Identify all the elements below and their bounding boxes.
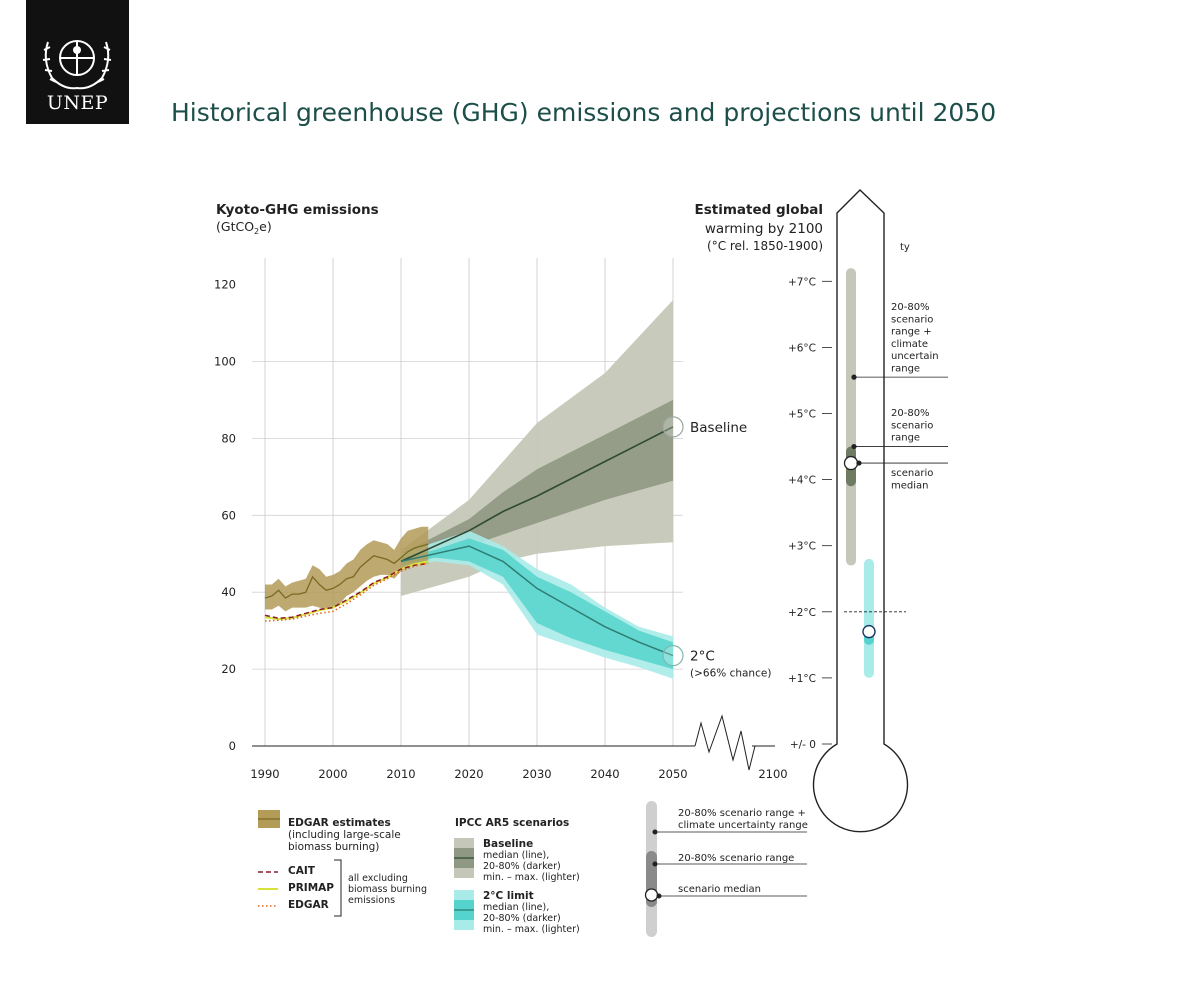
unep-logo: UNEP [26,0,129,124]
x-tick-label: 2040 [590,767,619,781]
edgar-estimates-line [264,543,429,599]
legend-edgar-estimates-line3: biomass burning) [288,841,379,853]
edgar-estimates-band [265,526,429,612]
limit-2080-band [401,538,673,670]
legend-limit-desc-3: min. – max. (lighter) [483,924,580,935]
baseline-median-line [400,426,674,563]
thermo-tick-label: +4°C [788,475,816,487]
x-tick-label: 2100 [758,767,787,781]
x-tick-label: 2010 [386,767,415,781]
end-label: 2°C [690,649,715,665]
end-marker [662,645,684,667]
end-labels: Baseline 2°C (>66% chance) [662,416,771,680]
x-tick-label: 2020 [454,767,483,781]
legend-range-key-text-3: 20-80% scenario range [678,853,794,864]
y-tick-label: 120 [214,278,236,292]
y-tick-label: 20 [221,662,236,676]
thermometer-outline [812,189,909,833]
legend-baseline-desc-1: median (line), [483,850,549,861]
legend-bracket-note-1: all excluding [348,873,408,884]
thermo-annotation-text: range + [891,327,932,338]
legend-bracket-note-2: biomass burning [348,884,427,895]
thermo-baseline-light [846,268,856,566]
thermometer-title-2: warming by 2100 [705,221,823,237]
thermo-annotation-text: 20-80% [891,302,930,313]
thermo-tick-label: +2°C [788,607,816,619]
thermo-tick-label: +5°C [788,409,816,421]
x-tick-label: 2000 [318,767,347,781]
thermometer-ticks: +/- 0 +1°C +2°C +3°C +4°C +5°C +6°C +7°C [788,276,832,751]
legend-limit-desc-2: 20-80% (darker) [483,913,561,924]
end-marker [662,416,684,438]
end-label: Baseline [690,420,747,436]
legend-range-key-text-1: 20-80% scenario range + [678,808,806,819]
thermo-annotation-text: scenario [891,468,933,479]
y-axis-title: Kyoto-GHG emissions [216,202,379,218]
unep-emblem-icon [42,40,112,90]
legend-baseline-desc-3: min. – max. (lighter) [483,872,580,883]
legend-primap: PRIMAP [288,882,334,894]
legend-range-key-median [644,888,659,902]
x-tick-label: 2050 [658,767,687,781]
logo-text: UNEP [46,92,109,114]
limit-median-line [400,545,674,657]
chart-series [264,300,674,679]
y-tick-label: 40 [221,585,236,599]
legend-range-key-text-2: climate uncertainty range [678,820,808,831]
thermo-annotation-text: uncertain [891,351,939,362]
legend-baseline-desc-2: 20-80% (darker) [483,861,561,872]
thermo-tick-label: +3°C [788,541,816,553]
thermometer: Estimated global warming by 2100 (°C rel… [695,189,948,833]
edgar-dotted-line [264,562,429,622]
y-tick-label: 80 [221,431,236,445]
thermo-limit-median [862,624,876,639]
legend-baseline-title: Baseline [483,838,533,850]
y-tick-label: 60 [221,508,236,522]
legend-ipcc-title: IPCC AR5 scenarios [455,817,569,829]
cait-line [264,562,429,620]
page-title: Historical greenhouse (GHG) emissions an… [171,98,997,127]
thermo-baseline-median [843,455,859,471]
legend-edgar-estimates-title: EDGAR estimates [288,817,391,829]
legend-edgar-estimates-line2: (including large-scale [288,829,401,841]
thermometer-title: Estimated global [695,202,823,218]
thermo-tick-label: +6°C [788,342,816,354]
legend-bracket [334,859,342,917]
thermo-annotation-text: 20-80% [891,408,930,419]
legend-range-key-text-4: scenario median [678,884,761,895]
thermo-limit-light [864,558,874,678]
legend-edgar: EDGAR [288,899,329,911]
legend-cait: CAIT [288,865,316,877]
end-sublabel: (>66% chance) [690,668,771,680]
axis-break-squiggle [694,714,756,771]
thermo-annotation-text: scenario [891,420,933,431]
y-tick-label: 0 [229,739,236,753]
legend-limit-title: 2°C limit [483,890,534,902]
axis-break [694,714,756,771]
legend-limit-desc-1: median (line), [483,902,549,913]
thermo-annotation-text: range [891,364,920,375]
thermo-annotation-text: climate [891,339,928,350]
thermometer-bars [843,268,906,678]
thermo-tick-label: +/- 0 [790,739,816,751]
legend-bracket-note-3: emissions [348,895,395,906]
thermo-tick-label: +7°C [788,276,816,288]
y-axis-unit: (GtCO2e) [216,219,272,236]
thermo-annotation-text: scenario [891,314,933,325]
baseline-2080-band [401,399,673,566]
legend: EDGAR estimates (including large-scale b… [258,801,808,937]
thermo-annotation-text: median [891,480,929,491]
x-tick-label: 2030 [522,767,551,781]
thermometer-subtitle: (°C rel. 1850-1900) [707,239,823,253]
y-tick-label: 100 [214,355,236,369]
thermo-tick-label: +1°C [788,673,816,685]
thermometer-stray-label: ty [900,242,910,253]
thermo-annotation-text: range [891,433,920,444]
x-tick-label: 1990 [250,767,279,781]
